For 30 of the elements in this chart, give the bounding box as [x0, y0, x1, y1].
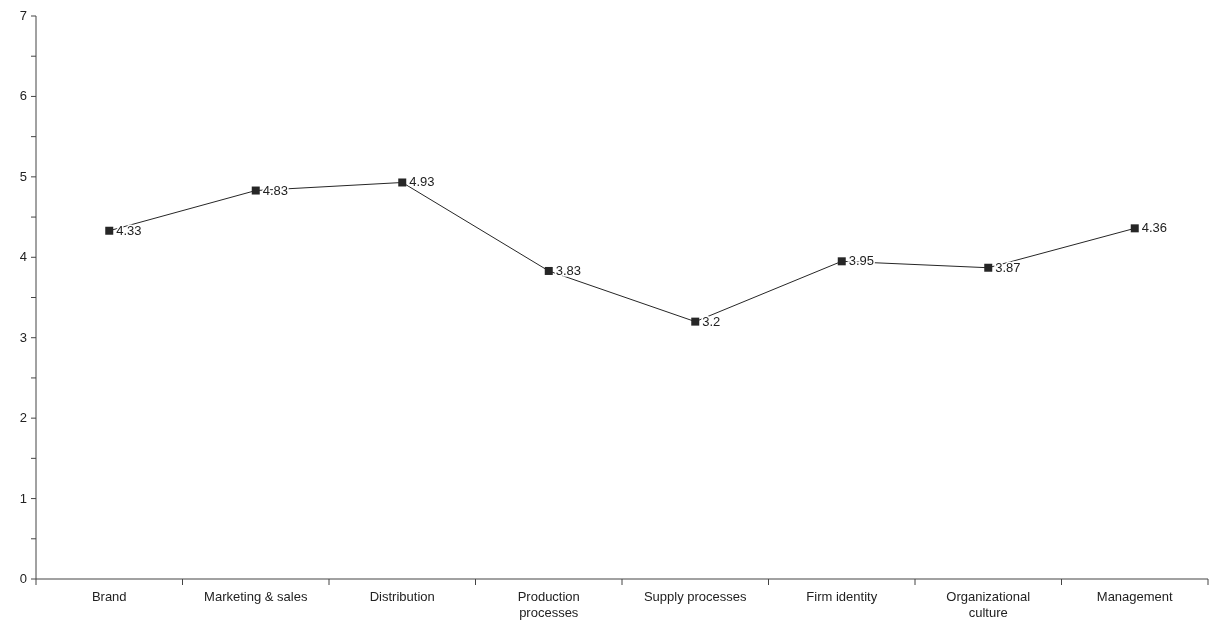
y-tick-label: 7 [19, 8, 27, 23]
data-label: 4.93 [409, 174, 435, 190]
x-tick-label: Firm identity [806, 589, 878, 604]
x-tick-label: Brand [91, 589, 127, 604]
x-tick-label: Production processes [517, 589, 580, 620]
x-tick-label: Supply processes [643, 589, 748, 604]
y-tick-label: 4 [19, 249, 27, 265]
x-tick-label: Management [1096, 589, 1174, 604]
data-label: 3.2 [702, 313, 721, 329]
x-tick-label: Organizational culture [946, 589, 1031, 620]
data-label: 3.87 [995, 259, 1021, 275]
y-tick-label: 3 [19, 329, 27, 345]
y-tick-label: 0 [19, 571, 27, 586]
point [544, 266, 553, 275]
data-label: 4.36 [1141, 220, 1168, 236]
x-tick-label: Distribution [369, 589, 435, 604]
y-tick-label: 6 [19, 88, 27, 104]
point [1130, 224, 1139, 233]
data-label: 4.33 [116, 222, 142, 238]
y-tick-label: 5 [19, 168, 27, 184]
point [398, 178, 407, 187]
point [984, 263, 993, 272]
data-label: 3.83 [555, 262, 582, 278]
point [837, 257, 846, 266]
x-tick-label: Marketing & sales [204, 589, 308, 604]
point [105, 226, 114, 235]
point [691, 317, 700, 326]
y-tick-label: 2 [19, 410, 27, 426]
point [251, 186, 260, 195]
y-tick-label: 1 [19, 490, 27, 506]
